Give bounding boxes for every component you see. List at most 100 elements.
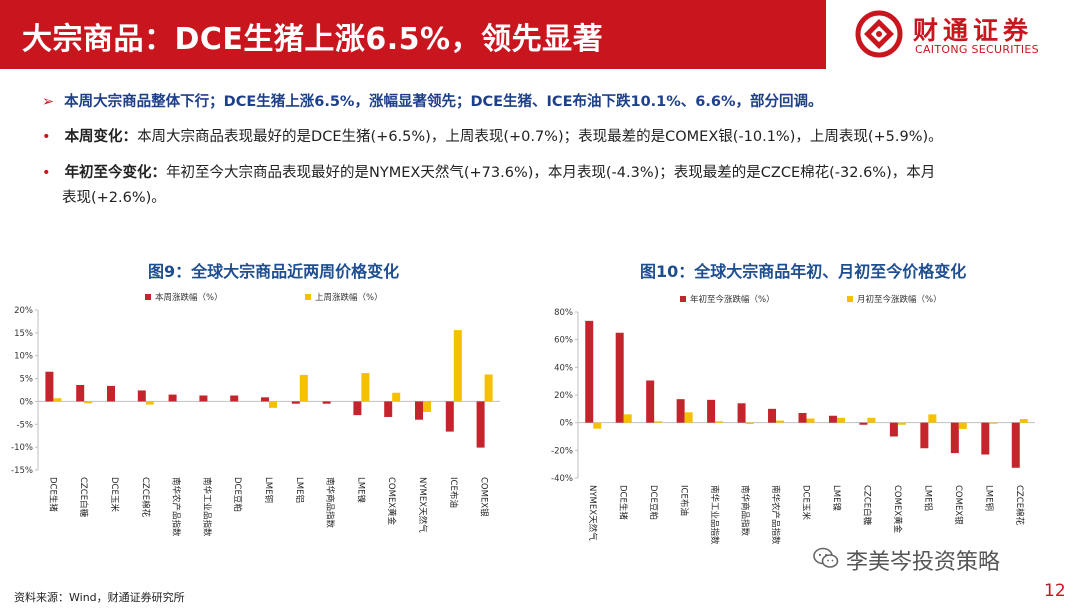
bar [299,374,308,402]
x-tick-label: ICE布油 [448,477,459,508]
bar [423,401,431,412]
bar [859,422,868,425]
bar [361,373,370,402]
watermark-text: 李美岑投资策略 [846,550,1001,575]
bar [836,417,845,423]
x-tick-label: 南华商品指数 [325,477,336,529]
legend-swatch [145,294,151,300]
bar [199,395,208,402]
bar [322,401,331,404]
bar [585,320,594,423]
wechat-icon [813,547,839,568]
bar [269,401,277,408]
bar [384,401,393,417]
x-tick-label: LME铜 [263,477,274,503]
bar [889,422,898,437]
bar [950,422,959,454]
bar [958,422,967,429]
bar [768,408,777,423]
bar [715,421,724,423]
x-tick-label: DCE豆粕 [232,477,243,512]
bar [798,412,807,423]
bar [445,401,454,432]
company-logo: 财通证券 CAITONG SECURITIES [855,10,1065,60]
x-tick-label: ICE布油 [679,485,690,516]
bar [897,422,906,425]
x-tick-label: CZCE白糖 [78,477,89,518]
bar [84,401,93,404]
ytd-change-label: 年初至今变化： [64,165,167,181]
bar [867,417,876,423]
logo-text-cn: 财通证券 [913,16,1034,45]
chart1-title: 图9：全球大宗商品近两周价格变化 [148,262,400,281]
ytd-change-line: • 年初至今变化：年初至今大宗商品表现最好的是NYMEX天然气(+73.6%)，本… [42,161,935,182]
bar [1011,422,1020,468]
x-tick-label: CZCE白糖 [861,485,872,526]
x-tick-label: COMEX银 [953,485,964,525]
source-note: 资料来源：Wind，财通证券研究所 [14,591,185,604]
bar [707,399,716,423]
bar [593,422,602,429]
chart1-bar-chart: 20% 15% 10% 5% 0% -5% -10% -15% 本周涨跌幅（%） 上周涨跌幅（%）… [11,292,500,537]
x-tick-label: LME铝 [922,485,933,511]
legend-label: 月初至今涨跌幅（%） [857,294,942,305]
arrow-bullet-icon: ➢ [42,94,55,110]
header: 大宗商品：DCE生猪上涨6.5%，领先显著 财通证券 CAITONG SECUR… [0,0,1080,69]
bar [623,414,632,423]
x-tick-label: DCE玉米 [109,477,120,512]
weekly-change-text: 本周大宗商品表现最好的是DCE生猪(+6.5%)，上周表现(+0.7%)；表现最… [137,129,943,145]
x-tick-label: LME铝 [294,477,305,503]
legend-swatch [680,296,686,302]
legend-label: 上周涨跌幅（%） [315,292,383,303]
logo-mark-icon [855,10,903,58]
y-tick-label: -5% [16,420,33,430]
x-tick-label: LME镍 [355,477,366,503]
bar [646,380,655,423]
bar [776,420,785,423]
x-tick-label: NYMEX天然气 [417,477,428,533]
legend-label: 本周涨跌幅（%） [155,292,223,303]
bar [989,422,998,424]
weekly-change-label: 本周变化： [64,129,138,145]
x-tick-label: 南华商品指数 [740,485,751,537]
x-tick-label: NYMEX天然气 [587,485,598,541]
bar [920,422,929,449]
y-tick-label: 0% [20,397,34,407]
ytd-change-text-1: 年初至今大宗商品表现最好的是NYMEX天然气(+73.6%)，本月表现(-4.3… [166,165,936,181]
bar [676,399,685,423]
bar [168,394,177,402]
bar [684,412,693,423]
x-tick-label: COMEX银 [479,477,490,517]
key-point: ➢ 本周大宗商品整体下行；DCE生猪上涨6.5%，涨幅显著领先；DCE生猪、ICE… [42,90,823,111]
key-point-text: 本周大宗商品整体下行；DCE生猪上涨6.5%，涨幅显著领先；DCE生猪、ICE布… [64,94,823,110]
x-tick-label: DCE玉米 [801,485,812,520]
x-tick-label: CZCE棉花 [140,477,151,518]
y-tick-label: 80% [554,308,573,318]
x-tick-label: 南华农产品指数 [171,477,182,537]
chart2-bar-chart: 80% 60% 40% 20% 0% -20% -40% 年初至今涨跌幅（%） 月初至今涨跌幅（… [551,294,1035,545]
bar [476,401,485,448]
bar [484,374,493,402]
page-title: 大宗商品：DCE生猪上涨6.5%，领先显著 [22,22,604,57]
x-tick-label: DCE生猪 [618,485,629,520]
y-tick-label: 10% [14,352,33,362]
page-number: 12 [1044,581,1066,601]
legend-swatch [847,296,853,302]
x-tick-label: 南华工业品指数 [201,477,212,537]
x-tick-label: COMEX黄金 [386,477,397,526]
bar [145,401,154,405]
x-tick-label: 南华工业品指数 [709,485,720,545]
x-tick-label: COMEX黄金 [892,485,903,534]
bar [76,384,85,402]
y-tick-label: 15% [14,329,33,339]
legend-label: 年初至今涨跌幅（%） [690,294,775,305]
x-tick-label: DCE豆粕 [648,485,659,520]
y-tick-label: 5% [20,375,34,385]
title-bar: 大宗商品：DCE生猪上涨6.5%，领先显著 [0,0,826,69]
x-tick-label: DCE生猪 [47,477,58,512]
y-tick-label: 20% [14,306,33,316]
y-tick-label: 60% [554,336,573,346]
bar [415,401,423,420]
logo-text-en: CAITONG SECURITIES [915,43,1039,56]
bar [53,398,62,402]
